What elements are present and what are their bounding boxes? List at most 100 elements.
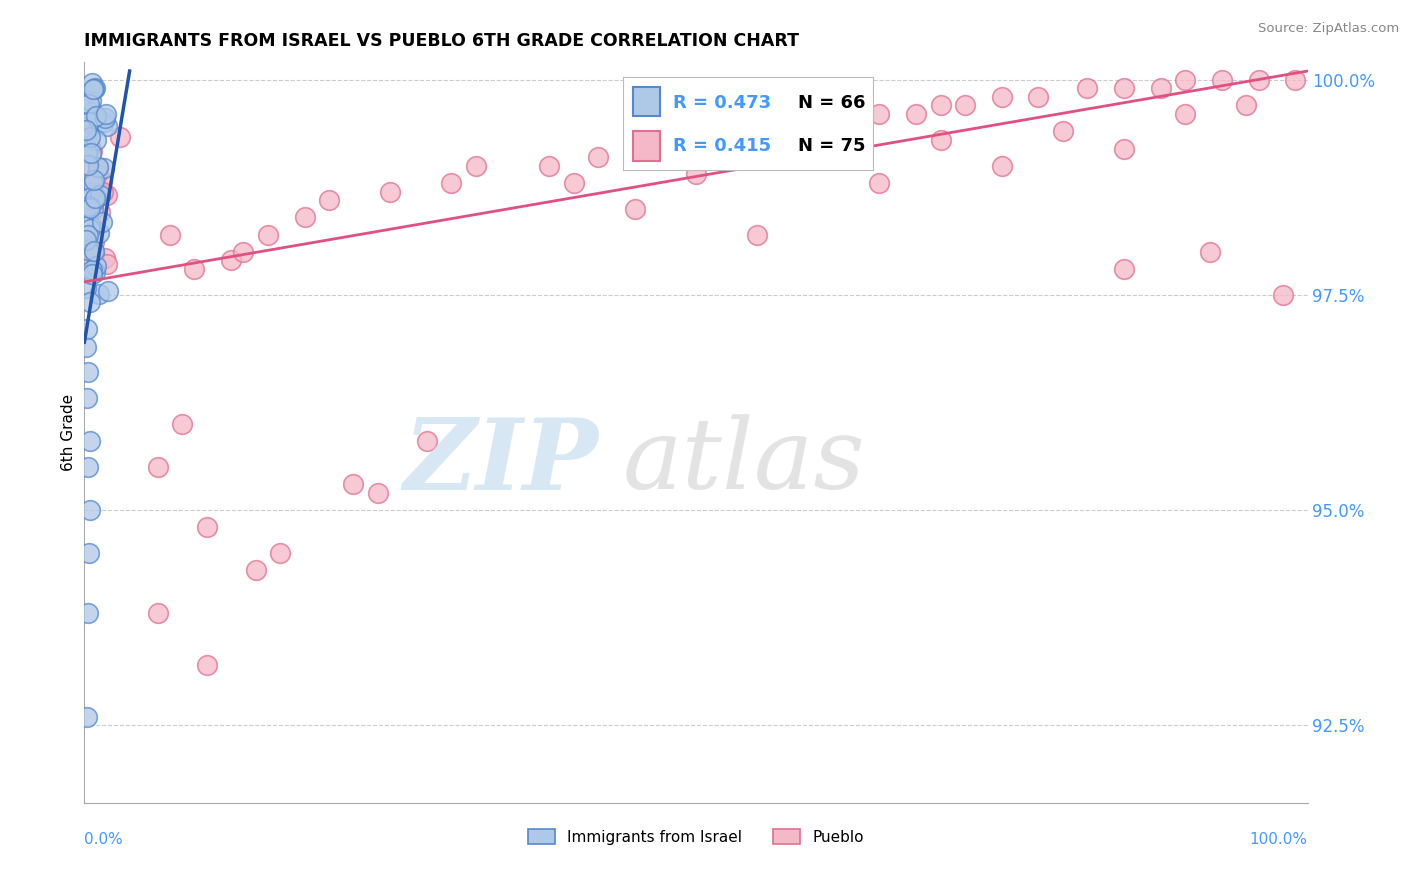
Point (318, 193, 340, 207)
Point (93, 111, 115, 125)
Text: 100.0%: 100.0% (1250, 831, 1308, 847)
Point (172, 417, 194, 431)
Point (76, 227, 98, 242)
Point (96, 256, 118, 270)
Point (294, 211, 316, 225)
Point (76, 158, 98, 172)
Point (146, 607, 169, 621)
Point (342, 477, 364, 491)
Point (84, 259, 107, 273)
Point (146, 460, 169, 475)
Point (90, 174, 112, 188)
Point (82, 202, 104, 216)
Point (77, 193, 100, 207)
Point (783, 116, 806, 130)
Point (77, 114, 100, 128)
Point (79, 267, 101, 281)
Point (83, 81, 105, 95)
Point (269, 546, 291, 560)
Point (80, 188, 103, 202)
Point (79, 140, 101, 154)
Text: ZIP: ZIP (404, 414, 598, 510)
Point (77, 160, 100, 174)
Point (82, 178, 104, 192)
Point (83, 235, 105, 250)
Point (77, 243, 100, 257)
Point (80, 76, 103, 90)
Point (77, 96, 100, 111)
Point (905, 107, 928, 121)
Point (661, 142, 683, 156)
Point (83, 173, 105, 187)
Point (83, 244, 105, 258)
Point (195, 658, 218, 673)
Point (76, 143, 98, 157)
Point (86, 168, 108, 182)
Point (416, 434, 439, 449)
Point (367, 486, 389, 500)
Point (624, 202, 647, 216)
Point (440, 176, 463, 190)
Point (1150, 81, 1173, 95)
Point (79, 199, 101, 213)
Point (562, 176, 585, 190)
Point (87, 160, 110, 174)
Point (89, 188, 111, 202)
Y-axis label: 6th Grade: 6th Grade (60, 394, 76, 471)
Point (380, 185, 402, 199)
Point (991, 90, 1014, 104)
Point (75, 123, 97, 137)
Point (76, 146, 98, 161)
Point (84, 191, 107, 205)
Point (79, 130, 101, 145)
Point (75, 281, 97, 295)
Point (1028, 90, 1050, 104)
Point (83, 194, 105, 209)
Point (77, 365, 100, 379)
Point (1284, 72, 1306, 87)
Point (1174, 72, 1197, 87)
Point (77, 607, 100, 621)
Point (80, 104, 103, 119)
Point (108, 130, 131, 145)
Point (1198, 244, 1220, 259)
Point (79, 201, 101, 215)
Point (685, 167, 707, 181)
Point (1114, 262, 1136, 277)
Point (79, 218, 101, 232)
Point (79, 503, 101, 517)
Point (245, 563, 267, 577)
Point (83, 182, 105, 196)
Point (929, 133, 952, 147)
Point (76, 322, 98, 336)
Point (89, 226, 111, 240)
Point (80, 146, 103, 161)
Point (76, 391, 98, 405)
Point (82, 267, 104, 281)
Point (79, 434, 101, 449)
Point (747, 227, 769, 242)
Point (91, 185, 114, 199)
Point (76, 128, 98, 142)
Point (257, 227, 280, 242)
Point (232, 244, 254, 259)
Point (93, 161, 115, 176)
Text: 0.0%: 0.0% (84, 831, 124, 847)
Point (97, 284, 120, 298)
Point (89, 205, 111, 219)
Text: IMMIGRANTS FROM ISRAEL VS PUEBLO 6TH GRADE CORRELATION CHART: IMMIGRANTS FROM ISRAEL VS PUEBLO 6TH GRA… (84, 32, 800, 50)
Point (94, 107, 117, 121)
Point (90, 186, 112, 200)
Point (93, 115, 115, 129)
Point (1174, 107, 1197, 121)
Text: atlas: atlas (623, 415, 865, 510)
Point (79, 186, 101, 200)
Point (96, 188, 118, 202)
Legend: Immigrants from Israel, Pueblo: Immigrants from Israel, Pueblo (522, 822, 870, 851)
Point (183, 262, 205, 277)
Point (1114, 142, 1136, 156)
Point (869, 107, 891, 121)
Point (195, 520, 218, 534)
Point (1114, 81, 1136, 95)
Point (869, 176, 891, 190)
